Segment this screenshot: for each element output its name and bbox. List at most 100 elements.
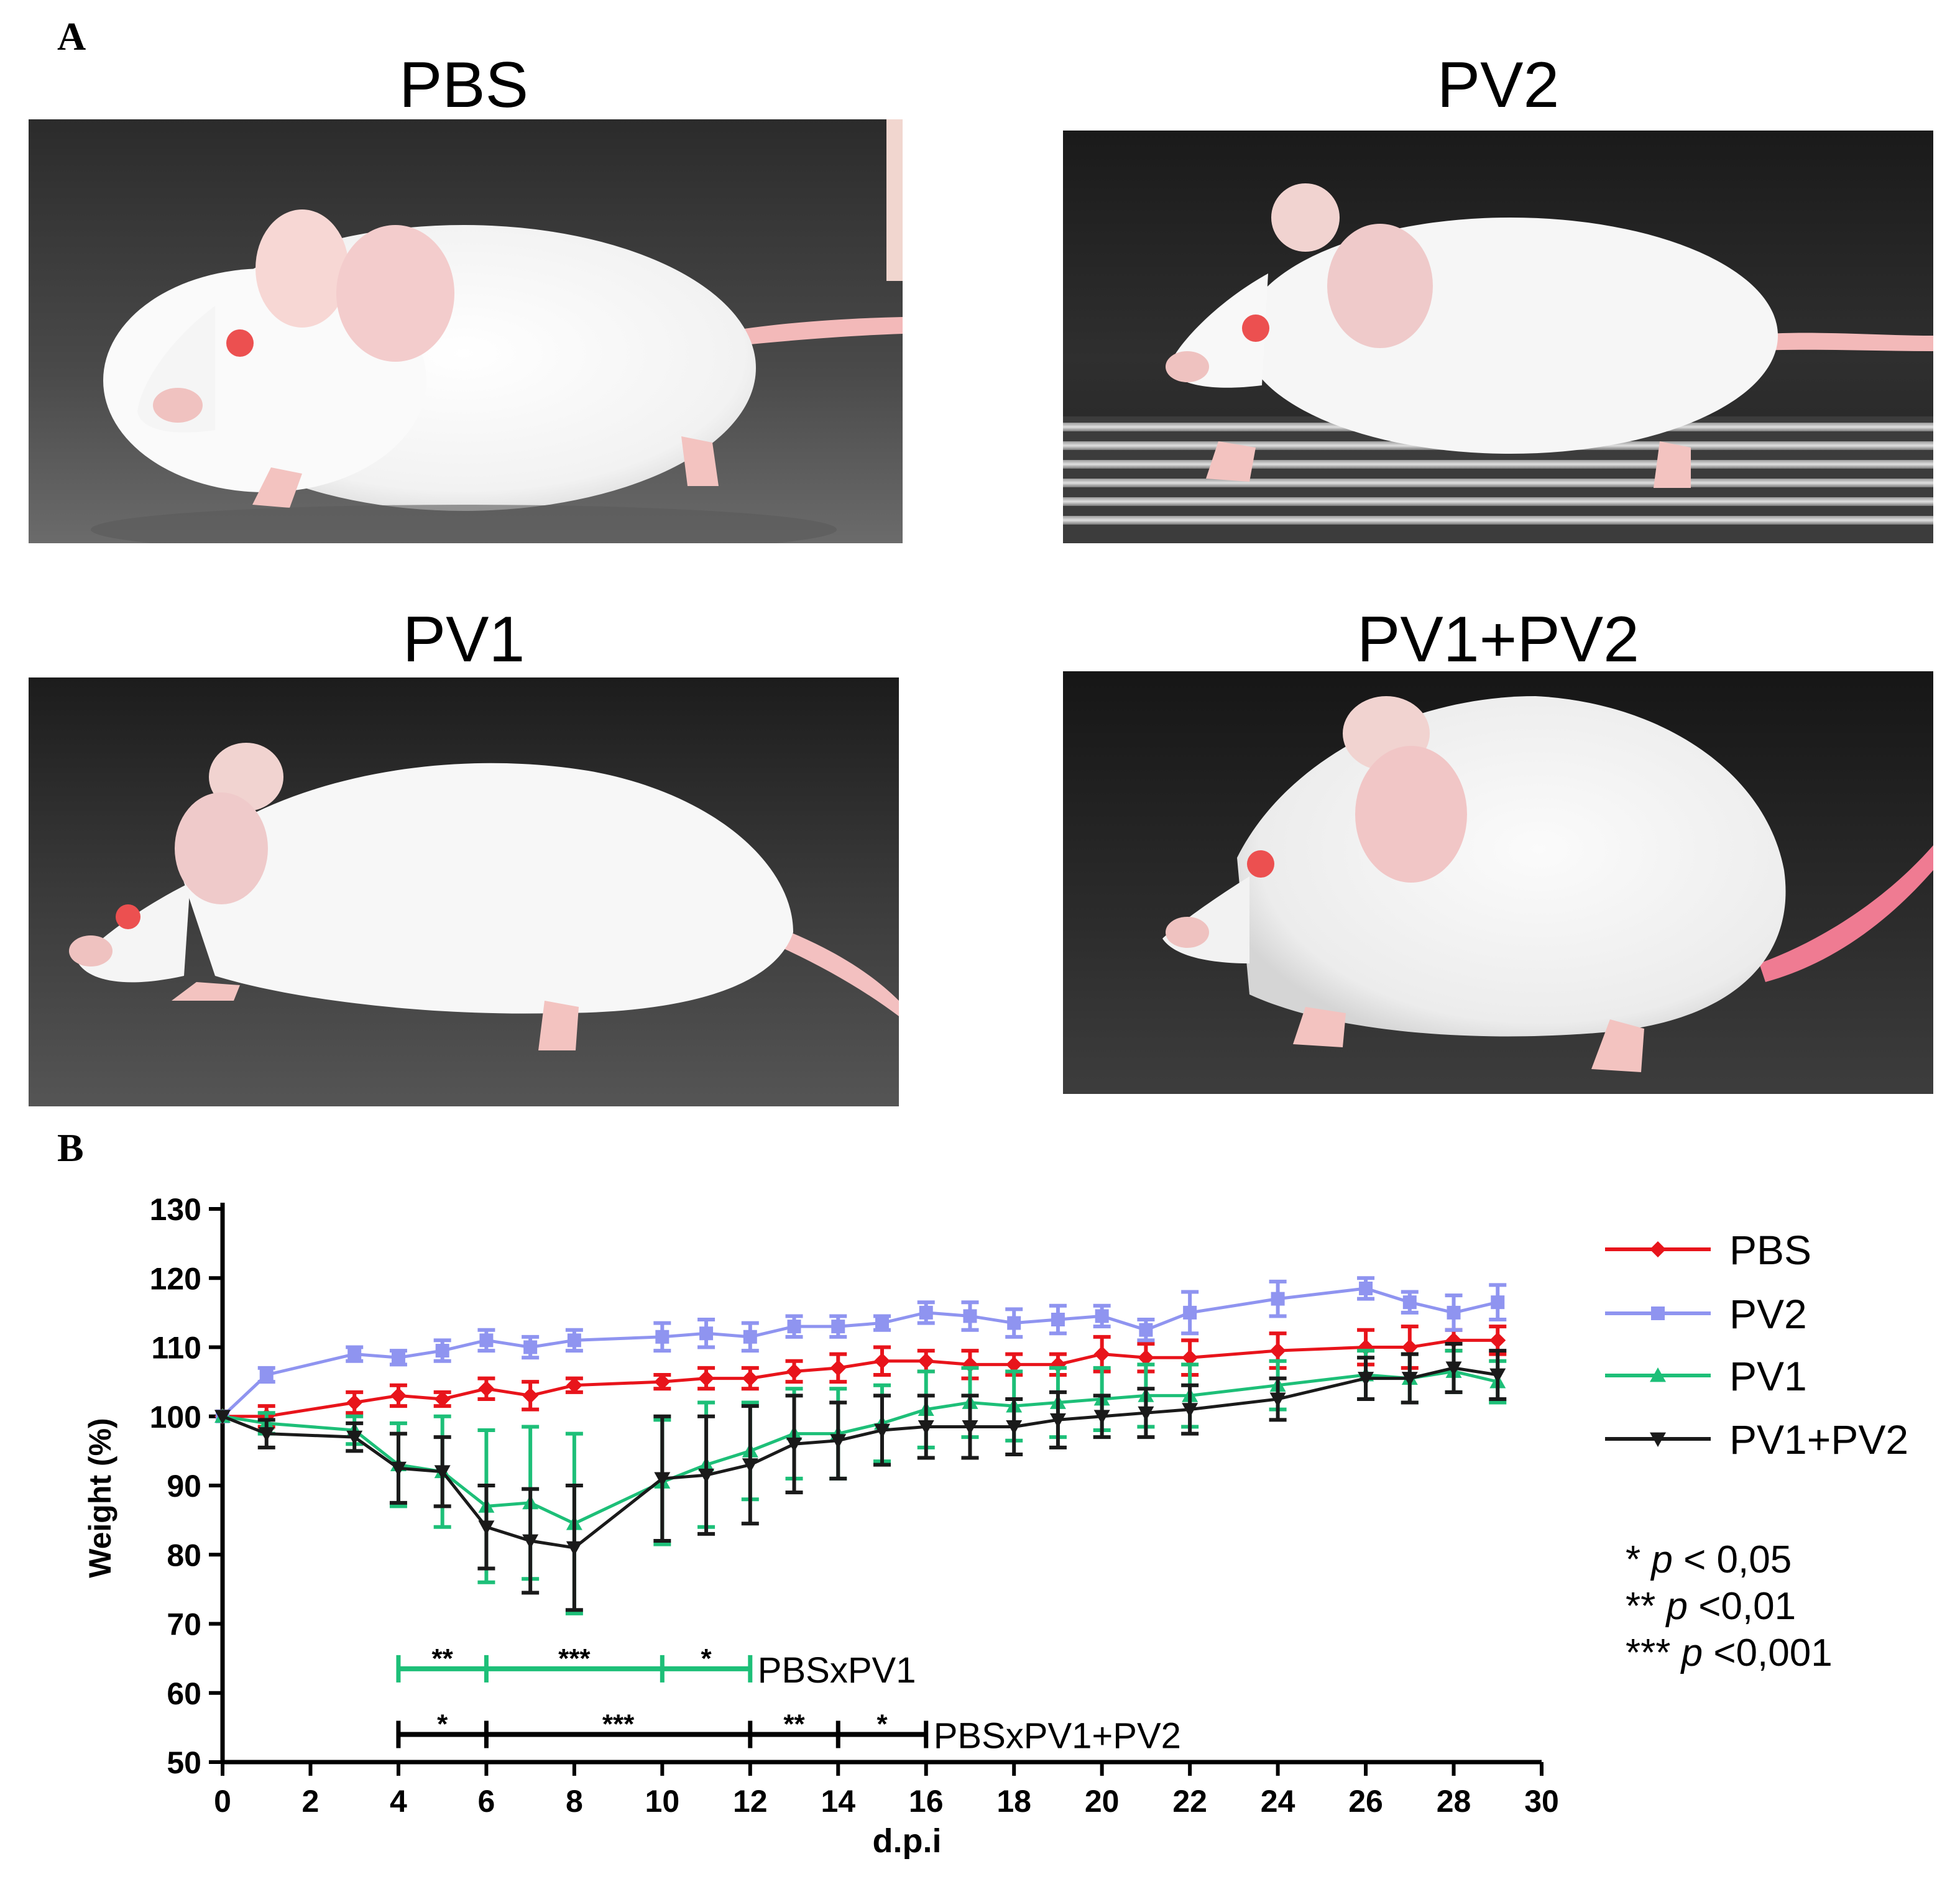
series-pv2 xyxy=(216,1276,1507,1423)
data-point xyxy=(1269,1392,1286,1407)
data-point xyxy=(390,1461,407,1477)
data-point xyxy=(918,1420,934,1435)
series-line xyxy=(223,1338,1498,1418)
mouse-photo-pv1-pv2 xyxy=(1063,671,1933,1094)
x-tick-label: 20 xyxy=(1085,1784,1120,1819)
x-tick-label: 6 xyxy=(477,1784,495,1819)
significance-label: PBSxPV1+PV2 xyxy=(934,1716,1181,1757)
y-tick-label: 110 xyxy=(151,1331,201,1366)
data-point xyxy=(479,1333,494,1348)
x-tick-label: 28 xyxy=(1437,1784,1471,1819)
x-tick-label: 4 xyxy=(390,1784,407,1819)
data-point xyxy=(346,1430,363,1446)
significance-stars: * xyxy=(437,1709,448,1740)
significance-label: PBSxPV1 xyxy=(758,1650,916,1691)
data-point xyxy=(1401,1372,1418,1387)
significance-bar-1: ** *** * PBSxPV1 xyxy=(396,1643,916,1691)
data-point xyxy=(1271,1292,1285,1306)
data-point xyxy=(1093,1410,1110,1425)
data-point xyxy=(567,1333,581,1348)
data-point xyxy=(566,1541,582,1556)
data-point xyxy=(698,1370,715,1387)
data-point xyxy=(434,1465,451,1480)
data-point xyxy=(1445,1361,1462,1376)
x-tick-label: 8 xyxy=(566,1784,583,1819)
data-point xyxy=(1182,1403,1199,1418)
data-point xyxy=(1447,1305,1461,1320)
significance-stars: ** xyxy=(783,1709,805,1740)
legend-label: PV2 xyxy=(1729,1291,1807,1337)
legend-item-pv2: PV2 xyxy=(1605,1291,1807,1337)
data-point xyxy=(1138,1406,1154,1421)
data-point xyxy=(1491,1295,1505,1310)
x-tick-label: 30 xyxy=(1524,1784,1559,1819)
photo-pbs-mouse xyxy=(29,119,903,543)
series-pbs xyxy=(214,1325,1507,1429)
data-point xyxy=(391,1351,405,1365)
x-tick-label: 26 xyxy=(1348,1784,1383,1819)
legend-marker xyxy=(1650,1432,1666,1447)
photo-title-pv1-pv2: PV1+PV2 xyxy=(1357,604,1639,676)
legend-marker xyxy=(1650,1367,1666,1382)
x-tick-label: 12 xyxy=(733,1784,768,1819)
data-point xyxy=(875,1316,889,1330)
data-point xyxy=(1182,1349,1199,1366)
x-tick-label: 16 xyxy=(909,1784,944,1819)
data-point xyxy=(963,1309,977,1323)
pvalue-note: * p < 0,05 xyxy=(1626,1538,1792,1581)
photo-title-pv1: PV1 xyxy=(402,604,525,676)
y-tick-label: 120 xyxy=(150,1261,201,1296)
photo-pv2-mouse xyxy=(1063,131,1933,543)
data-point xyxy=(1183,1305,1197,1320)
y-axis-label: Weight (%) xyxy=(83,1418,117,1577)
x-tick-label: 24 xyxy=(1261,1784,1295,1819)
legend-label: PV1+PV2 xyxy=(1729,1417,1908,1463)
y-tick-label: 50 xyxy=(167,1745,201,1780)
legend-item-pbs: PBS xyxy=(1605,1227,1811,1273)
mouse-photo-pv1 xyxy=(29,677,899,1106)
data-point xyxy=(698,1468,715,1484)
data-point xyxy=(830,1359,847,1376)
data-point xyxy=(1401,1339,1418,1356)
data-point xyxy=(831,1320,845,1334)
x-axis-label: d.p.i xyxy=(873,1822,942,1860)
mouse-photo-pv2 xyxy=(1063,131,1933,543)
significance-stars: * xyxy=(701,1643,712,1674)
data-point xyxy=(1007,1316,1021,1330)
y-tick-label: 90 xyxy=(167,1469,201,1504)
x-tick-label: 2 xyxy=(302,1784,320,1819)
panel-b-label: B xyxy=(57,1126,84,1170)
cage-grid xyxy=(1063,416,1933,543)
legend-label: PBS xyxy=(1729,1227,1811,1273)
data-point xyxy=(1269,1343,1286,1359)
legend-item-pv1-pv2: PV1+PV2 xyxy=(1605,1417,1908,1463)
data-point xyxy=(390,1387,407,1404)
legend-marker xyxy=(1650,1241,1666,1257)
data-point xyxy=(830,1434,847,1449)
significance-stars: * xyxy=(876,1709,888,1740)
x-tick-label: 10 xyxy=(645,1784,680,1819)
data-point xyxy=(962,1420,978,1435)
significance-stars: ** xyxy=(432,1643,454,1674)
photo-pv1-pv2-mouse xyxy=(1063,671,1933,1094)
data-point xyxy=(1139,1323,1153,1337)
data-point xyxy=(258,1427,275,1442)
data-point xyxy=(1051,1313,1065,1326)
data-point xyxy=(918,1352,934,1369)
series-line xyxy=(221,1287,1498,1418)
data-point xyxy=(919,1305,933,1320)
x-tick-label: 0 xyxy=(214,1784,231,1819)
photo-pv1-mouse xyxy=(29,677,899,1106)
data-point xyxy=(655,1329,669,1344)
data-point xyxy=(1402,1295,1417,1310)
data-point xyxy=(1359,1281,1373,1295)
data-point xyxy=(1049,1413,1066,1428)
data-point xyxy=(522,1534,539,1549)
mouse-photo-pbs xyxy=(29,119,903,543)
y-tick-label: 100 xyxy=(150,1400,201,1435)
series-line xyxy=(222,1369,1498,1525)
significance-bar-2: * *** ** * PBSxPV1+PV2 xyxy=(396,1709,1181,1757)
y-tick-label: 130 xyxy=(150,1192,201,1227)
panel-a-label: A xyxy=(57,14,86,58)
